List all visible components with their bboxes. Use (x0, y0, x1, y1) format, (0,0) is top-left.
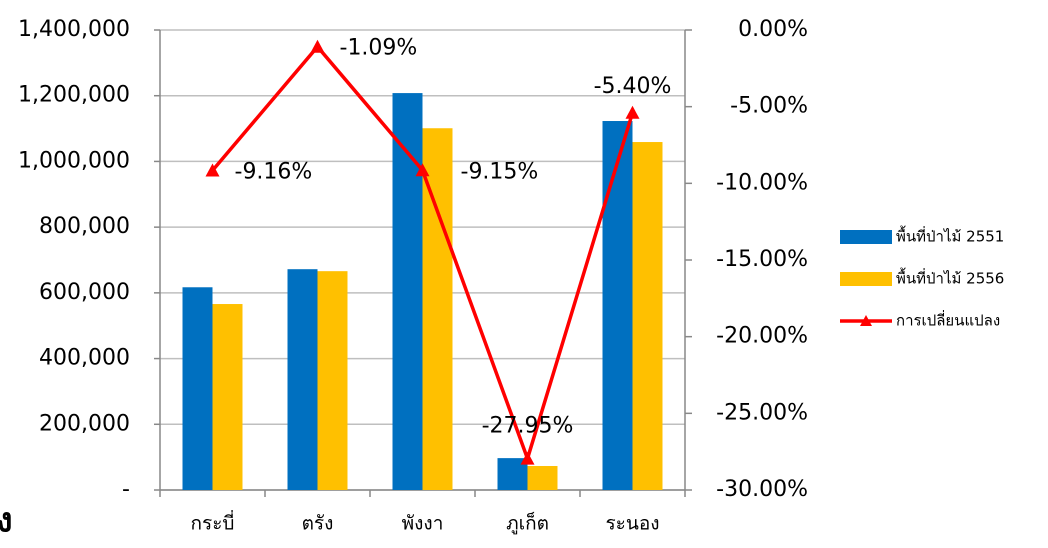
bar (602, 121, 633, 490)
marker (520, 451, 535, 465)
data-label: -9.16% (235, 159, 313, 184)
y-tick-label: 600,000 (39, 280, 130, 305)
y-tick-label: 800,000 (39, 214, 130, 239)
data-label: -27.95% (482, 414, 574, 439)
y2-tick-label: -20.00% (716, 324, 808, 349)
marker (205, 163, 220, 177)
x-tick-label: ตรัง (302, 513, 334, 535)
y2-tick-label: -10.00% (716, 170, 808, 195)
y2-tick-label: -5.00% (730, 94, 808, 119)
data-label: -5.40% (594, 74, 672, 99)
y2-tick-label: 0.00% (738, 17, 808, 42)
bar (632, 142, 663, 491)
bar (182, 287, 213, 490)
legend-label: การเปลี่ยนแปลง (896, 310, 1000, 330)
x-tick-label: ระนอง (605, 513, 659, 535)
legend-label: พื้นที่ป่าไม้ 2556 (896, 268, 1004, 288)
y-tick-label: - (122, 477, 130, 502)
fragment-text: ง (0, 501, 13, 541)
y2-tick-label: -30.00% (716, 477, 808, 502)
marker (415, 163, 430, 177)
bar (392, 93, 423, 490)
y2-tick-label: -15.00% (716, 247, 808, 272)
data-label: -9.15% (461, 159, 539, 184)
x-tick-label: พังงา (402, 513, 444, 535)
x-tick-label: กระบี่ (191, 510, 235, 535)
bar (212, 304, 243, 490)
marker (625, 105, 640, 119)
legend-swatch (840, 272, 892, 286)
y-tick-label: 1,400,000 (18, 17, 130, 42)
y-tick-label: 1,200,000 (18, 83, 130, 108)
y2-tick-label: -25.00% (716, 400, 808, 425)
x-tick-label: ภูเก็ต (506, 511, 549, 535)
legend-label: พื้นที่ป่าไม้ 2551 (896, 226, 1004, 246)
data-label: -1.09% (340, 36, 418, 61)
bar (527, 466, 558, 490)
legend-swatch (840, 230, 892, 244)
legend-marker (860, 315, 872, 326)
y-tick-label: 1,000,000 (18, 148, 130, 173)
bar (317, 271, 348, 490)
bar (287, 269, 318, 490)
y-tick-label: 400,000 (39, 346, 130, 371)
y-tick-label: 200,000 (39, 411, 130, 436)
marker (310, 39, 325, 53)
